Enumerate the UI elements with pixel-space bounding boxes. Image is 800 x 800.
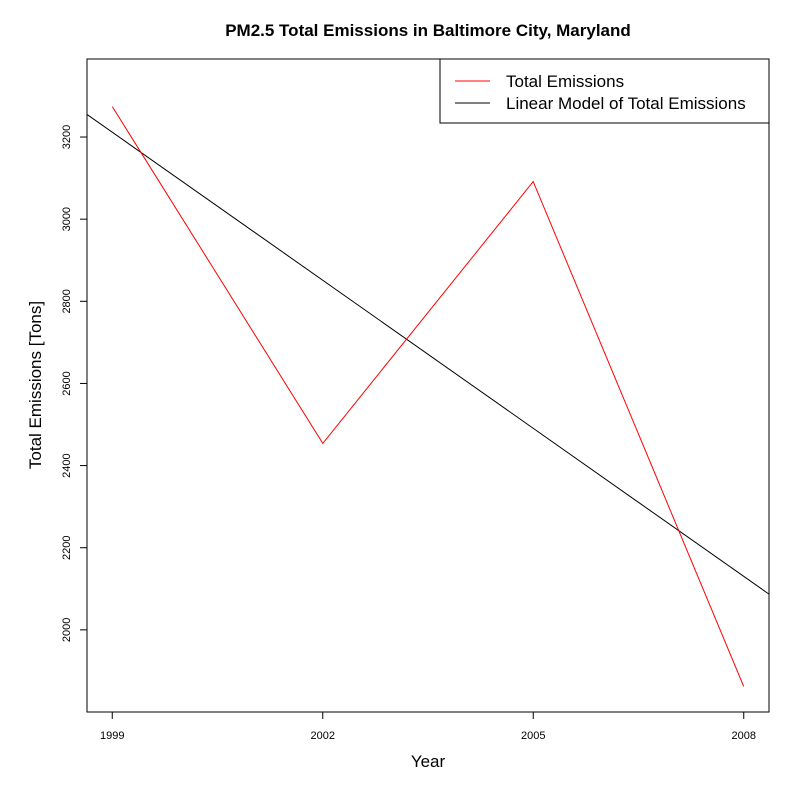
y-tick-label: 3000 — [61, 207, 73, 231]
x-tick-label: 2002 — [311, 730, 335, 742]
y-tick-label: 2800 — [61, 289, 73, 313]
x-tick-label: 2005 — [521, 730, 545, 742]
chart-title: PM2.5 Total Emissions in Baltimore City,… — [225, 21, 631, 40]
legend-entry-total-emissions: Total Emissions — [506, 72, 624, 91]
y-axis-label: Total Emissions [Tons] — [26, 301, 45, 469]
series-layer — [86, 106, 770, 687]
y-tick-label: 2600 — [61, 371, 73, 395]
x-axis: 1999 2002 2005 2008 — [100, 712, 756, 742]
y-tick-label: 2200 — [61, 535, 73, 559]
y-axis: 2000 2200 2400 2600 2800 3000 3200 — [61, 125, 87, 642]
series-line-linear-model — [86, 114, 770, 595]
x-axis-label: Year — [411, 752, 446, 771]
y-tick-label: 2400 — [61, 453, 73, 477]
y-tick-label: 2000 — [61, 618, 73, 642]
legend-entry-linear-model: Linear Model of Total Emissions — [506, 94, 746, 113]
x-tick-label: 1999 — [100, 730, 124, 742]
legend-box — [439, 58, 770, 124]
x-tick-label: 2008 — [731, 730, 755, 742]
plot-area — [86, 58, 770, 713]
y-tick-label: 3200 — [61, 125, 73, 149]
legend: Total Emissions Linear Model of Total Em… — [439, 58, 770, 124]
series-line-total-emissions — [111, 106, 745, 687]
